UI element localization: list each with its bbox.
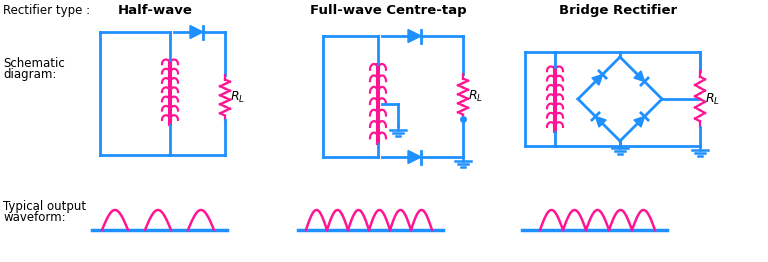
Text: $R_L$: $R_L$ [705,91,720,107]
Polygon shape [408,150,421,163]
Polygon shape [634,117,644,127]
Text: Typical output: Typical output [3,200,86,213]
Polygon shape [190,25,203,39]
Text: Schematic: Schematic [3,57,65,70]
Polygon shape [408,30,421,42]
Polygon shape [595,117,606,127]
Text: Half-wave: Half-wave [118,4,193,17]
Text: waveform:: waveform: [3,211,65,224]
Text: diagram:: diagram: [3,68,56,81]
Text: $R_L$: $R_L$ [230,90,245,105]
Text: $R_L$: $R_L$ [468,89,483,104]
Text: Full-wave Centre-tap: Full-wave Centre-tap [310,4,466,17]
Polygon shape [634,71,644,81]
Text: Bridge Rectifier: Bridge Rectifier [559,4,677,17]
Polygon shape [592,74,603,85]
Text: Rectifier type :: Rectifier type : [3,4,90,17]
